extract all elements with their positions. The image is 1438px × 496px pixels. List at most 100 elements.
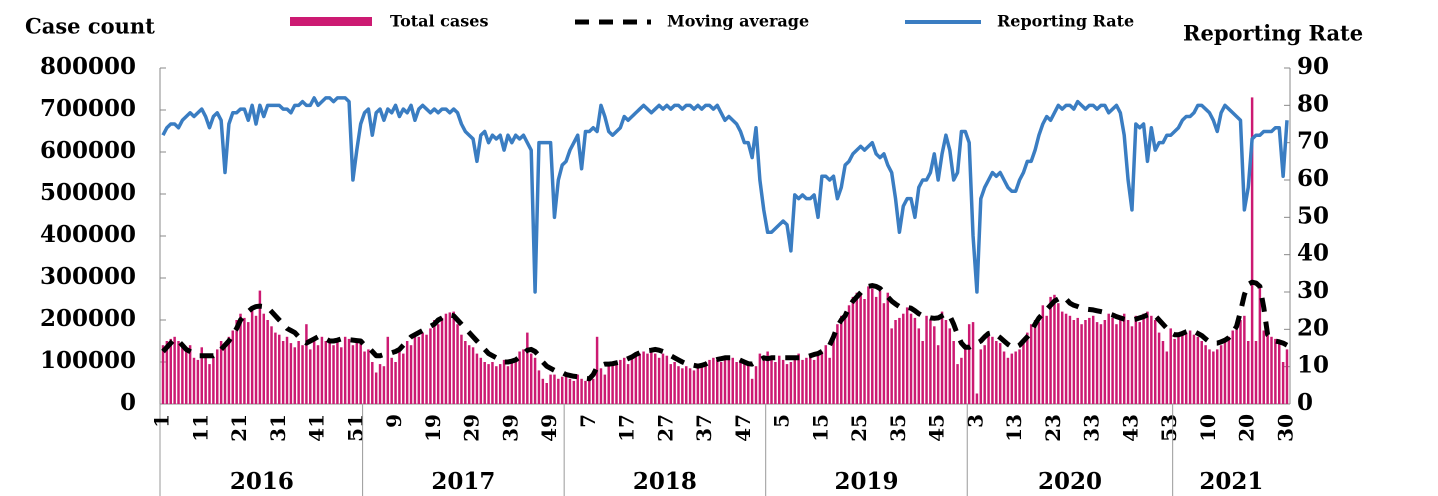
bar (1270, 336, 1273, 404)
bar (1278, 343, 1281, 404)
x-tick-label: 35 (886, 414, 910, 442)
bar (161, 345, 165, 404)
bar (1219, 345, 1223, 404)
bar (212, 357, 215, 404)
x-group-label: 2018 (633, 468, 697, 495)
bar (560, 376, 564, 404)
bar (944, 320, 948, 404)
bar (564, 376, 568, 404)
bar (851, 296, 855, 404)
bar (1068, 315, 1072, 404)
y-tick-label: 0 (120, 389, 136, 416)
bar (634, 355, 638, 404)
bar (801, 359, 804, 404)
bar (840, 315, 843, 404)
bar (987, 332, 990, 404)
bar (355, 341, 359, 404)
bar (754, 366, 758, 404)
bar (475, 353, 479, 404)
x-tick-label: 9 (382, 414, 406, 428)
bar (514, 357, 517, 404)
bar (378, 364, 382, 404)
bar (700, 364, 703, 404)
legend-label: Moving average (667, 12, 809, 31)
bar (1064, 313, 1068, 404)
bar (572, 380, 576, 404)
bar (1150, 315, 1153, 404)
bar (169, 338, 172, 404)
legend-label: Total cases (390, 12, 488, 31)
y2-tick-label: 20 (1297, 314, 1329, 341)
bar (665, 355, 669, 404)
bar (619, 359, 622, 404)
bar (669, 364, 672, 404)
x-tick-label: 1 (150, 414, 174, 428)
bar (743, 362, 746, 404)
bar (1258, 286, 1262, 404)
bar (1033, 320, 1037, 404)
bar (208, 364, 211, 404)
bar (673, 362, 676, 404)
bar (653, 353, 657, 404)
bar (797, 353, 800, 404)
bar (878, 290, 882, 404)
y2-tick-label: 50 (1297, 202, 1329, 229)
bar (498, 364, 502, 404)
x-tick-label: 3 (963, 414, 987, 428)
bar (1122, 313, 1126, 404)
x-tick-label: 11 (188, 414, 212, 442)
bar (913, 317, 917, 404)
bar (436, 324, 440, 404)
bar (429, 328, 432, 404)
bar (247, 322, 250, 404)
bar (487, 364, 490, 404)
y-tick-label: 700000 (40, 95, 136, 122)
bar (832, 336, 835, 404)
bar (871, 288, 874, 404)
bar (1223, 341, 1227, 404)
bar (533, 357, 537, 404)
bar (440, 317, 444, 404)
bar (1235, 324, 1238, 404)
bar (1161, 341, 1165, 404)
bar (1006, 357, 1010, 404)
bar (855, 292, 859, 404)
bar (309, 349, 312, 404)
x-tick-label: 10 (1196, 414, 1220, 442)
bar (762, 357, 765, 404)
bar (409, 345, 413, 404)
bar (650, 349, 653, 404)
bar (584, 380, 587, 404)
bar (1247, 341, 1250, 404)
bar (1103, 320, 1107, 404)
y-tick-label: 800000 (40, 53, 136, 80)
bar (386, 336, 390, 404)
bar (297, 341, 300, 404)
bar (1041, 305, 1045, 404)
bar (185, 351, 188, 404)
y-tick-label: 300000 (40, 263, 136, 290)
bar (363, 351, 366, 404)
bar (1053, 294, 1056, 404)
bar (681, 368, 684, 404)
bar (785, 364, 789, 404)
bar (917, 328, 921, 404)
bar (1107, 313, 1110, 404)
bar (425, 334, 428, 404)
bar (444, 313, 448, 404)
bar (1080, 324, 1083, 404)
bar (607, 366, 610, 404)
bar (312, 338, 316, 404)
bar (995, 341, 998, 404)
x-tick-label: 20 (1235, 414, 1259, 442)
bar (518, 351, 521, 404)
bar (278, 334, 281, 404)
bar (611, 364, 614, 404)
bar (642, 351, 645, 404)
x-tick-label: 49 (537, 414, 561, 442)
bar (471, 347, 475, 404)
bar (398, 351, 401, 404)
bar (464, 341, 467, 404)
bar (1029, 324, 1033, 404)
x-tick-label: 37 (692, 414, 716, 442)
